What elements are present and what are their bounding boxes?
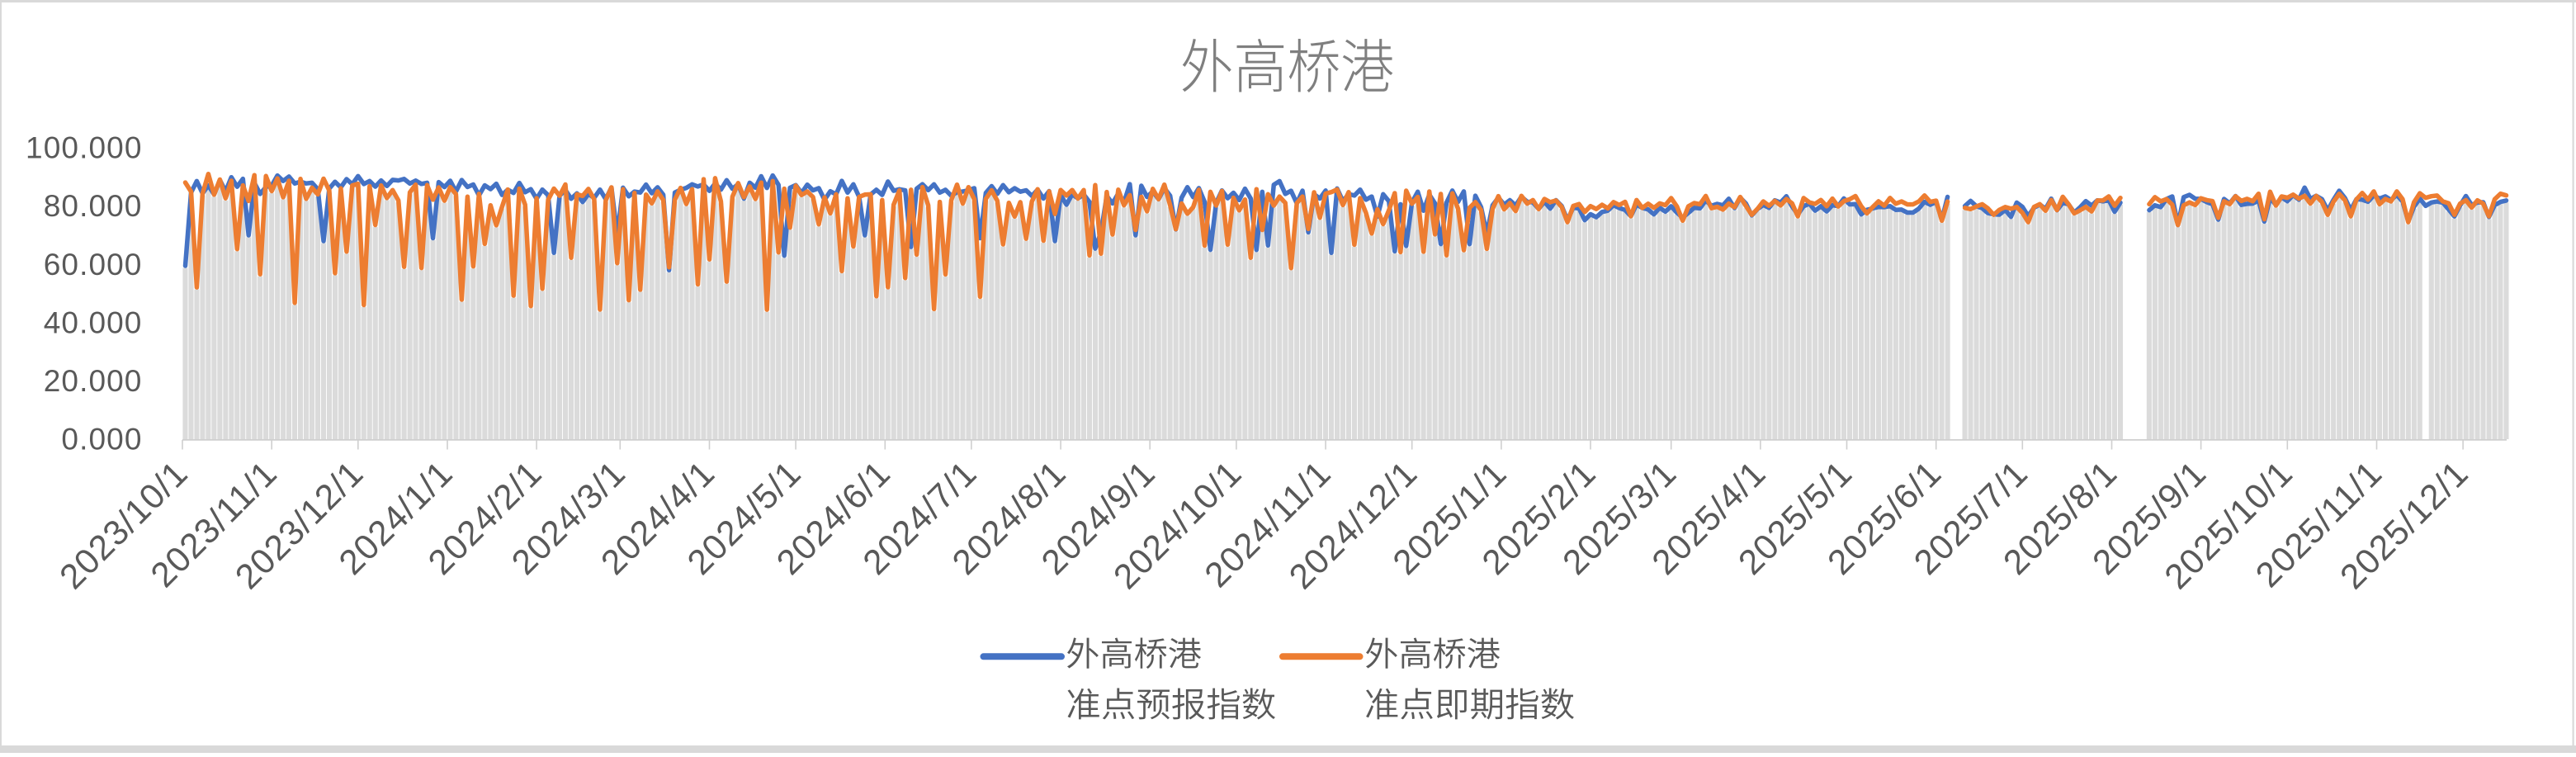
svg-text:40.000: 40.000	[44, 305, 143, 339]
svg-text:60.000: 60.000	[44, 248, 143, 282]
svg-text:0.000: 0.000	[61, 423, 142, 457]
svg-text:100.000: 100.000	[26, 131, 142, 165]
svg-text:20.000: 20.000	[44, 364, 143, 398]
svg-text:80.000: 80.000	[44, 189, 143, 223]
